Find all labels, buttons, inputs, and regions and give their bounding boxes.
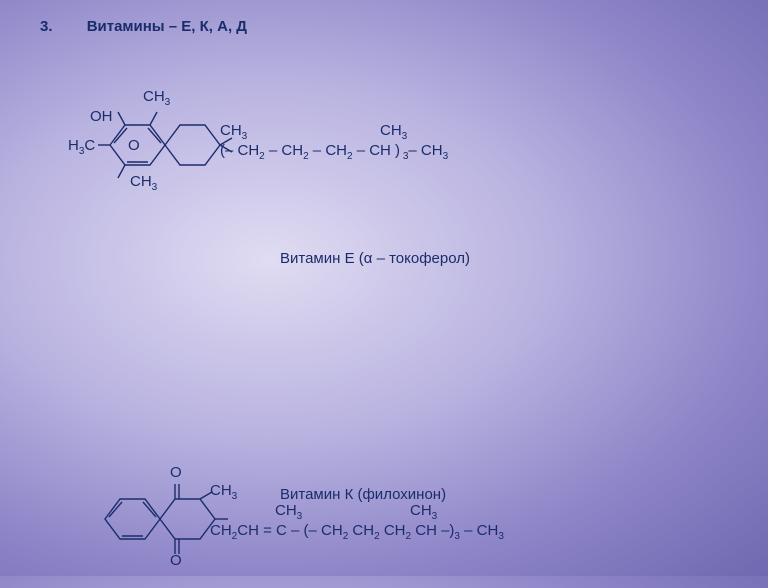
o-bot-label: О bbox=[170, 552, 182, 569]
ch3-mid1-label: CH3 bbox=[275, 502, 302, 522]
ch3-top-label: CH3 bbox=[143, 88, 170, 108]
h3c-label: H3C bbox=[68, 137, 95, 157]
ch3-under-label: CH3 bbox=[130, 173, 157, 193]
heading: 3. Витамины – Е, К, А, Д bbox=[40, 18, 247, 35]
ring-o-label: О bbox=[128, 137, 140, 154]
ch3-mid2-label: CH3 bbox=[410, 502, 437, 522]
o-top-label: О bbox=[170, 464, 182, 481]
ch3-r2-label: CH3 bbox=[380, 122, 407, 142]
vitK-chain: CH2CH = C – (– CH2 CH2 CH2 CH –)3 – CH3 bbox=[210, 522, 504, 542]
vitamin-k-structure: О О CH3 CH3 CH3 CH2CH = C – (– CH2 CH2 C… bbox=[80, 454, 768, 588]
heading-number: 3. bbox=[40, 18, 53, 35]
vitamin-e-caption: Витамин Е (α – токоферол) bbox=[280, 250, 470, 267]
vitE-chain: (– CH2 – CH2 – CH2 – CH ) 3– CH3 bbox=[220, 142, 448, 162]
oh-label: OH bbox=[90, 108, 113, 125]
ch3-r1-label: CH3 bbox=[220, 122, 247, 142]
ch3-right-label: CH3 bbox=[210, 482, 237, 502]
heading-text: Витамины – Е, К, А, Д bbox=[87, 18, 247, 35]
vitamin-k-caption: Витамин К (филохинон) bbox=[280, 486, 446, 503]
vitamin-e-structure: CH3 OH О H3C CH3 CH3 CH3 (– CH2 – CH2 – … bbox=[80, 90, 768, 214]
